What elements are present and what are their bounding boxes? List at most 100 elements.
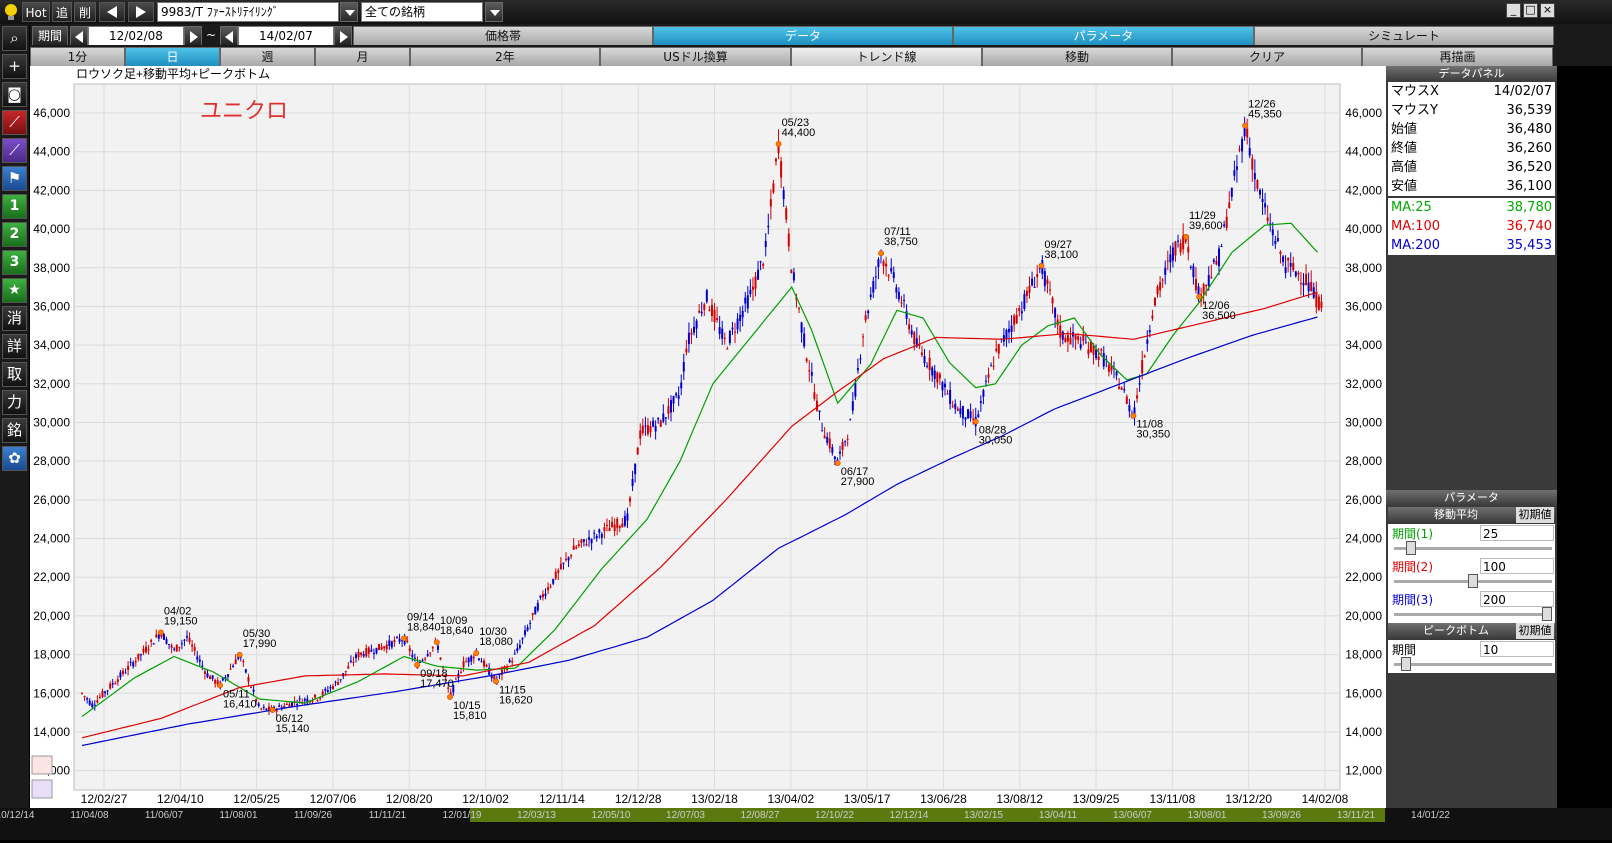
trendline-button[interactable]: トレンド線 <box>791 47 982 67</box>
to-next-button[interactable] <box>334 26 352 46</box>
next-symbol-button[interactable] <box>128 2 154 22</box>
tool-detail[interactable]: 詳 <box>2 334 27 359</box>
star-icon[interactable]: ★ <box>2 278 27 303</box>
overview-selection[interactable] <box>470 808 1385 822</box>
maximize-button[interactable]: □ <box>1523 3 1538 18</box>
mini-chart-red-icon[interactable] <box>31 755 53 775</box>
lightbulb-icon[interactable] <box>2 2 20 22</box>
param2-slider-thumb[interactable] <box>1468 574 1478 588</box>
tab-1min[interactable]: 1分 <box>30 47 125 67</box>
tool-trade[interactable]: 取 <box>2 362 27 387</box>
move-button[interactable]: 移動 <box>982 47 1172 67</box>
redraw-button[interactable]: 再描画 <box>1362 47 1553 67</box>
candle-body <box>757 269 760 280</box>
peak-bottom-date: 05/23 <box>782 117 810 129</box>
crosshair-icon[interactable]: + <box>2 54 27 79</box>
candle-body <box>1120 387 1123 390</box>
candle-body <box>844 441 847 443</box>
from-prev-button[interactable] <box>70 26 88 46</box>
tab-simulate[interactable]: シミュレート <box>1254 26 1554 46</box>
tool-2[interactable]: 2 <box>2 222 27 247</box>
tab-day[interactable]: 日 <box>125 47 220 67</box>
add-button[interactable]: 追 <box>52 2 72 22</box>
candle-body <box>749 289 752 295</box>
candle-body <box>237 656 240 659</box>
candle-body <box>206 673 209 678</box>
param3-input[interactable]: 200 <box>1480 591 1554 607</box>
symbol-input[interactable]: 9983/T ﾌｧｰｽﾄﾘﾃｲﾘﾝｸﾞ <box>157 2 339 22</box>
chart-red-icon[interactable]: ⟋ <box>2 110 27 135</box>
tab-week[interactable]: 週 <box>220 47 315 67</box>
peak-bottom-value: 38,100 <box>1044 249 1078 261</box>
tool-3[interactable]: 3 <box>2 250 27 275</box>
hot-button[interactable]: Hot <box>22 2 50 22</box>
mini-chart-purple-icon[interactable] <box>31 779 53 799</box>
tool-stock[interactable]: 銘 <box>2 418 27 443</box>
universe-dropdown[interactable] <box>485 2 503 22</box>
close-button[interactable]: × <box>1540 3 1555 18</box>
candle-body <box>1282 256 1285 262</box>
symbol-dropdown[interactable] <box>340 2 358 22</box>
universe-select[interactable]: 全ての銘柄 <box>361 2 483 22</box>
peak-bottom-marker <box>1038 262 1045 269</box>
gear-icon[interactable]: ✿ <box>2 446 27 471</box>
search-icon[interactable]: ⌕ <box>2 26 27 51</box>
camera-icon[interactable]: ◙ <box>2 82 27 107</box>
candle-body <box>321 691 324 696</box>
candle-body <box>275 709 278 712</box>
tab-price-range[interactable]: 価格帯 <box>353 26 653 46</box>
right-scroll-strip[interactable] <box>1557 66 1612 808</box>
prev-symbol-button[interactable] <box>99 2 125 22</box>
minimize-button[interactable]: _ <box>1506 3 1521 18</box>
y-tick-label-right: 28,000 <box>1345 454 1382 468</box>
candle-body <box>897 291 900 300</box>
from-next-button[interactable] <box>184 26 202 46</box>
flag-icon[interactable]: ⚑ <box>2 166 27 191</box>
y-tick-label-right: 12,000 <box>1345 764 1382 778</box>
candle-body <box>398 638 401 642</box>
param2-input[interactable]: 100 <box>1480 558 1554 574</box>
data-panel-row: マウスY 36,539 <box>1388 101 1555 120</box>
pb-slider-track[interactable] <box>1394 663 1552 666</box>
param1-slider-thumb[interactable] <box>1405 541 1416 555</box>
param3-slider-thumb[interactable] <box>1542 607 1552 621</box>
candlestick-chart[interactable]: 04/0219,15005/1116,41005/3017,99006/1215… <box>30 66 1386 808</box>
chart-area[interactable]: 04/02 19,150 05/11 16,410 05/30 17,990 06/12 15… <box>30 66 1386 808</box>
period-to-input[interactable]: 14/02/07 <box>238 26 334 46</box>
peakbottom-init-button[interactable]: 初期値 <box>1516 623 1554 639</box>
candle-body <box>521 637 524 640</box>
usd-convert-button[interactable]: USドル換算 <box>600 47 791 67</box>
tab-month[interactable]: 月 <box>315 47 410 67</box>
param1-slider-track[interactable] <box>1394 547 1552 550</box>
period-from-input[interactable]: 12/02/08 <box>88 26 184 46</box>
to-prev-button[interactable] <box>220 26 238 46</box>
candle-body <box>575 546 578 549</box>
candle-body <box>667 406 670 414</box>
overview-tick-label: 14/01/22 <box>1411 810 1450 821</box>
overview-tick-label: 11/06/07 <box>145 810 184 821</box>
tab-2year[interactable]: 2年 <box>410 47 600 67</box>
param1-input[interactable]: 25 <box>1480 525 1554 541</box>
candle-body <box>662 413 665 422</box>
tab-data[interactable]: データ <box>653 26 953 46</box>
chart-purple-icon[interactable]: ⟋ <box>2 138 27 163</box>
param3-slider-track[interactable] <box>1394 613 1552 616</box>
peak-bottom-date: 11/15 <box>499 684 526 696</box>
x-tick-label: 12/04/10 <box>157 792 204 806</box>
overview-axis[interactable]: 10/12/14 11/04/08 11/06/07 11/08/01 11/09/26… <box>0 808 1612 840</box>
tool-power[interactable]: 力 <box>2 390 27 415</box>
candle-body <box>147 649 150 651</box>
tool-erase[interactable]: 消 <box>2 306 27 331</box>
candle-body <box>157 634 160 639</box>
ma-init-button[interactable]: 初期値 <box>1516 507 1554 523</box>
chart-watermark-name: ユニクロ <box>200 99 288 124</box>
pb-period-input[interactable]: 10 <box>1480 641 1554 657</box>
pb-slider-thumb[interactable] <box>1401 657 1412 671</box>
clear-button[interactable]: クリア <box>1172 47 1362 67</box>
candle-body <box>1031 278 1034 286</box>
tab-parameter[interactable]: パラメータ <box>953 26 1254 46</box>
tool-1[interactable]: 1 <box>2 194 27 219</box>
delete-button[interactable]: 削 <box>74 2 96 22</box>
peak-bottom-value: 18,840 <box>407 621 441 633</box>
candle-body <box>493 675 496 680</box>
